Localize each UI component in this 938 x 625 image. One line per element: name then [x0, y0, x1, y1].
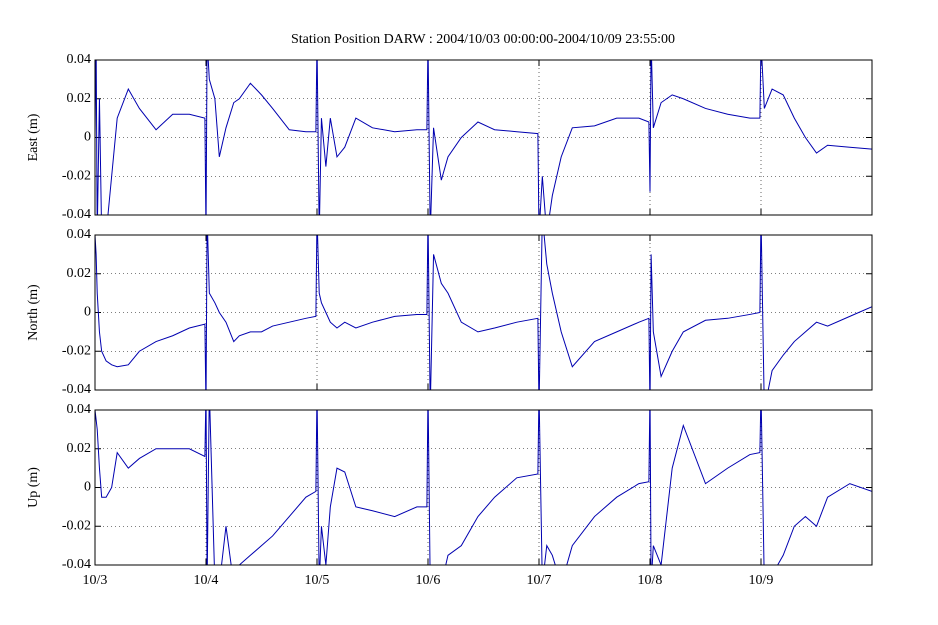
y-tick-label: 0 [84, 305, 91, 320]
y-tick-label: 0 [84, 480, 91, 495]
chart-title: Station Position DARW : 2004/10/03 00:00… [291, 32, 675, 47]
y-tick-label: 0 [84, 130, 91, 145]
y-tick-label: -0.02 [62, 518, 91, 533]
y-tick-label: 0.02 [67, 91, 92, 106]
y-axis-label: East (m) [26, 113, 41, 161]
y-tick-label: -0.02 [62, 343, 91, 358]
x-tick-label: 10/5 [305, 573, 330, 588]
y-tick-label: 0.04 [67, 52, 92, 67]
y-tick-label: -0.04 [62, 557, 91, 572]
y-tick-label: 0.04 [67, 402, 92, 417]
plot-frame [94, 409, 873, 566]
x-tick-label: 10/9 [749, 573, 774, 588]
data-line [95, 410, 872, 565]
plot-frame [94, 234, 873, 391]
plot-frame [94, 59, 873, 216]
y-axis-label: North (m) [26, 284, 41, 341]
y-tick-label: 0.04 [67, 227, 92, 242]
y-tick-label: 0.02 [67, 441, 92, 456]
x-tick-label: 10/7 [527, 573, 552, 588]
data-line [95, 60, 872, 215]
y-tick-label: 0.02 [67, 266, 92, 281]
x-tick-label: 10/6 [416, 573, 441, 588]
x-tick-label: 10/3 [83, 573, 108, 588]
data-line [95, 235, 872, 390]
y-axis-label: Up (m) [26, 467, 41, 508]
x-tick-label: 10/8 [638, 573, 663, 588]
x-tick-label: 10/4 [194, 573, 219, 588]
y-tick-label: -0.04 [62, 382, 91, 397]
y-tick-label: -0.04 [62, 207, 91, 222]
y-tick-label: -0.02 [62, 168, 91, 183]
